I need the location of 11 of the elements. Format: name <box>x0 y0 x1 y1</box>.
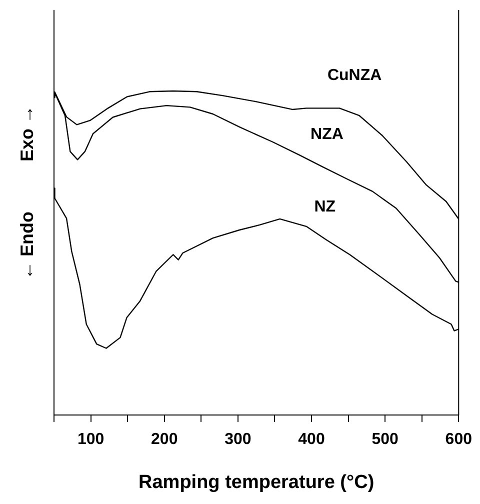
series-label: CuNZA <box>327 67 382 84</box>
series-label: NZA <box>310 126 344 143</box>
x-tick-label: 500 <box>372 431 399 448</box>
x-tick-label: 200 <box>151 431 178 448</box>
x-tick-label: 300 <box>224 431 252 448</box>
x-tick-label: 600 <box>445 431 472 448</box>
x-tick-label: 100 <box>77 431 104 448</box>
x-axis-title: Ramping temperature (°C) <box>138 472 374 493</box>
y-axis-title: ← Endo Exo → <box>16 105 37 280</box>
series-label: NZ <box>314 198 336 216</box>
x-tick-label: 400 <box>298 431 325 448</box>
